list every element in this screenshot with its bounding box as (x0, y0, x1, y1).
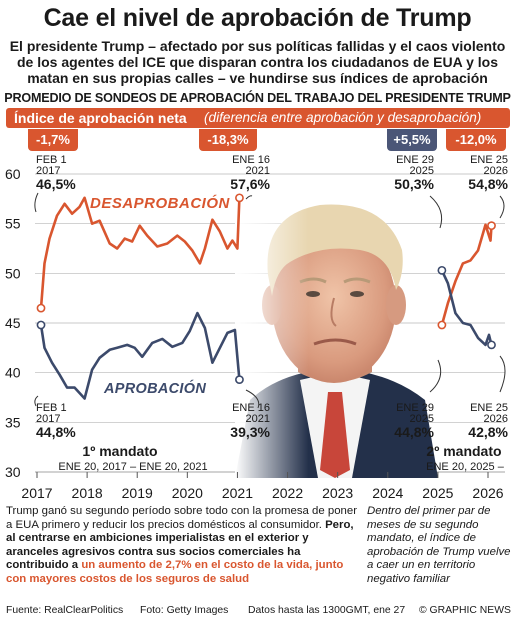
x-tick-2017: 2017 (21, 485, 52, 501)
approval-point-2-start (437, 265, 447, 275)
annotation-leader-1 (34, 192, 39, 213)
footer-credit: © GRAPHIC NEWS (419, 605, 511, 616)
footer-photo: Foto: Getty Images (140, 605, 229, 616)
banner-label: Índice de aprobación neta (14, 110, 187, 126)
x-tick-2023: 2023 (322, 485, 353, 501)
annotation-value-4: 54,8% (468, 176, 508, 192)
x-tick-2021: 2021 (222, 485, 253, 501)
annotation-value-6: 39,3% (230, 424, 270, 440)
term-label-1: 1º mandato (82, 443, 157, 459)
annotation-date-8: ENE 25 (470, 402, 508, 414)
term-label-2: 2º mandato (426, 443, 501, 459)
annotation-date-4: ENE 25 (470, 154, 508, 166)
annotation-year-1: 2017 (36, 165, 60, 177)
series-label-approval: APROBACIÓN (103, 379, 206, 397)
annotation-date-1: FEB 1 (36, 154, 67, 166)
x-tick-2024: 2024 (372, 485, 403, 501)
annotation-value-5: 44,8% (36, 424, 76, 440)
disapproval-line-2 (440, 223, 493, 327)
y-tick-30: 30 (5, 464, 21, 480)
annotation-year-5: 2017 (36, 413, 60, 425)
body-intro: Trump ganó su segundo período sobre todo… (6, 505, 358, 531)
disapproval-point-2-end (487, 221, 496, 231)
x-tick-2026: 2026 (472, 485, 503, 501)
y-tick-40: 40 (5, 365, 21, 381)
annotation-year-8: 2026 (484, 413, 508, 425)
annotation-leader-4 (499, 195, 505, 219)
body-highlight: un aumento de 2,7% en el costo de la vid… (6, 559, 344, 585)
net-badge-jan-2021: -18,3% (199, 129, 257, 151)
banner-note: (diferencia entre aprobación y desaproba… (204, 110, 482, 125)
footer-source: Fuente: RealClearPolitics (6, 605, 124, 616)
y-tick-45: 45 (5, 315, 21, 331)
annotation-year-6: 2021 (246, 413, 270, 425)
annotation-date-2: ENE 16 (232, 154, 270, 166)
annotation-year-3: 2025 (410, 165, 434, 177)
term-range-2: ENE 20, 2025 – (426, 461, 505, 473)
annotation-value-3: 50,3% (394, 176, 434, 192)
x-tick-2019: 2019 (122, 485, 153, 501)
body-bold: Pero, al centrarse en ambiciones imperia… (6, 518, 354, 572)
annotation-date-3: ENE 29 (396, 154, 434, 166)
annotation-year-7: 2025 (410, 413, 434, 425)
net-badge-feb-2017: -1,7% (28, 129, 78, 151)
page-title: Cae el nivel de aprobación de Trump (43, 4, 472, 32)
annotation-date-6: ENE 16 (232, 402, 270, 414)
annotation-leader-7 (429, 359, 442, 393)
disapproval-point-1-end (235, 193, 244, 203)
annotation-leader-3 (429, 195, 443, 229)
approval-point-1-end (235, 375, 244, 385)
annotation-leader-6 (245, 389, 260, 409)
trump-photo (235, 200, 445, 480)
side-note: Dentro del primer par de meses de su seg… (367, 505, 511, 585)
y-tick-55: 55 (5, 216, 21, 232)
annotation-date-5: FEB 1 (36, 402, 67, 414)
term-range-1: ENE 20, 2017 – ENE 20, 2021 (58, 461, 207, 473)
subtitle: El presidente Trump – afectado por sus p… (9, 38, 506, 86)
x-tick-2020: 2020 (172, 485, 203, 501)
net-approval-banner: Índice de aprobación neta (diferencia en… (6, 108, 510, 128)
annotation-year-4: 2026 (484, 165, 508, 177)
annotation-year-2: 2021 (246, 165, 270, 177)
x-tick-2025: 2025 (422, 485, 453, 501)
disapproval-line-1 (39, 196, 241, 310)
body-text: Trump ganó su segundo período sobre todo… (6, 505, 360, 587)
approval-point-1-start (36, 320, 46, 330)
annotation-leader-2 (245, 195, 253, 200)
net-badge-jan-2025: +5,5% (387, 129, 437, 151)
annotation-date-7: ENE 29 (396, 402, 434, 414)
chart-lines: DESAPROBACIÓN APROBACIÓN (36, 193, 496, 400)
approval-point-2-end (487, 340, 496, 350)
y-tick-60: 60 (5, 166, 21, 182)
approval-line-1 (39, 311, 241, 400)
y-tick-50: 50 (5, 265, 21, 281)
footer-date: Datos hasta las 1300GMT, ene 27 (248, 605, 406, 616)
annotation-value-1: 46,5% (36, 176, 76, 192)
series-label-disapproval: DESAPROBACIÓN (90, 194, 231, 212)
approval-line-2 (440, 269, 493, 347)
annotation-value-7: 44,8% (394, 424, 434, 440)
annotation-leader-5 (34, 395, 39, 407)
x-tick-2018: 2018 (72, 485, 103, 501)
y-tick-35: 35 (5, 414, 21, 430)
disapproval-point-1-start (36, 303, 46, 313)
annotation-leader-8 (499, 355, 506, 393)
net-badge-jan-2026: -12,0% (446, 129, 506, 151)
x-tick-2022: 2022 (272, 485, 303, 501)
disapproval-point-2-start (437, 320, 447, 330)
annotation-value-2: 57,6% (230, 176, 270, 192)
annotation-value-8: 42,8% (468, 424, 508, 440)
section-title: PROMEDIO DE SONDEOS DE APROBACIÓN DEL TR… (4, 91, 511, 105)
